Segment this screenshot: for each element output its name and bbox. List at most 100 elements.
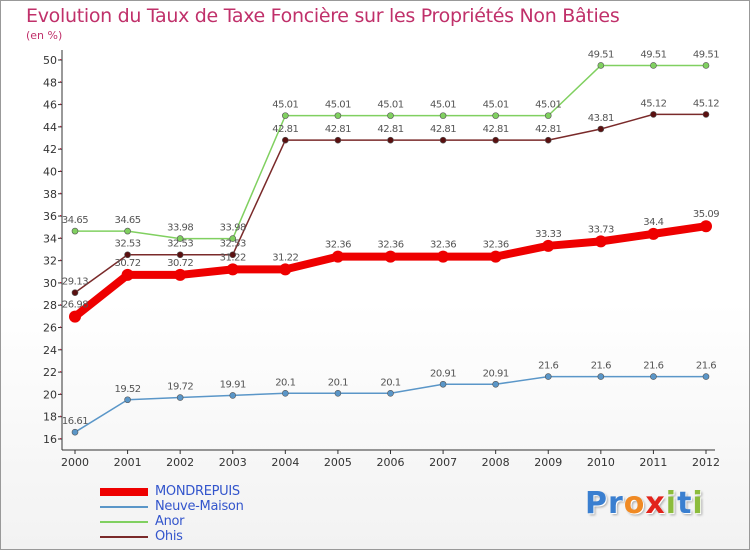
series-point	[647, 227, 660, 240]
data-label: 33.98	[220, 223, 246, 234]
series-point	[229, 392, 237, 399]
data-label: 32.53	[220, 239, 246, 250]
x-tick-label: 2012	[692, 456, 720, 469]
data-label: 19.52	[115, 384, 141, 395]
x-tick-label: 2004	[271, 456, 299, 469]
series-point	[331, 250, 344, 263]
data-label: 33.98	[167, 223, 193, 234]
x-tick-label: 2009	[534, 456, 562, 469]
y-tick-label: 26	[43, 322, 57, 335]
series-point	[439, 136, 447, 144]
data-label: 49.51	[588, 49, 614, 60]
x-tick-label: 2003	[219, 456, 247, 469]
series-point	[597, 62, 605, 69]
data-label: 21.6	[643, 361, 663, 372]
data-label: 49.51	[693, 49, 719, 60]
data-label: 34.65	[62, 215, 88, 226]
data-label: 30.72	[167, 258, 193, 269]
data-label: 32.36	[325, 240, 351, 251]
data-label: 43.81	[588, 113, 614, 124]
series-point	[71, 289, 79, 296]
series-point	[282, 112, 289, 119]
series-point	[334, 136, 342, 144]
data-label: 42.81	[430, 124, 456, 135]
logo-letter: P	[585, 486, 608, 521]
data-label: 20.91	[483, 368, 509, 379]
data-label: 42.81	[325, 124, 351, 135]
data-label: 42.81	[535, 124, 561, 135]
data-label: 42.81	[272, 124, 298, 135]
data-label: 45.01	[272, 100, 298, 111]
legend-label-anor: Anor	[155, 514, 185, 529]
data-label: 45.01	[483, 100, 509, 111]
x-tick-label: 2006	[377, 456, 405, 469]
data-label: 21.6	[538, 361, 558, 372]
series-point	[282, 389, 289, 397]
y-tick-label: 36	[43, 210, 57, 223]
logo-letter: o	[623, 486, 646, 521]
series-point	[176, 251, 184, 259]
y-tick-label: 38	[43, 188, 57, 201]
data-label: 45.01	[430, 100, 456, 111]
chart-title: Evolution du Taux de Taxe Foncière sur l…	[26, 5, 620, 27]
y-tick-label: 16	[43, 433, 57, 446]
legend-swatch-anor	[100, 521, 148, 523]
series-point	[124, 251, 131, 259]
series-point	[439, 380, 447, 388]
series-line-anor	[75, 64, 706, 240]
series-point	[542, 239, 555, 252]
data-label: 21.6	[696, 361, 716, 372]
legend-swatch-ohis	[100, 536, 148, 538]
legend-label-mondrepuis: MONDREPUIS	[155, 484, 240, 499]
series-point	[439, 112, 447, 119]
series-point	[121, 268, 134, 281]
series-point	[597, 373, 605, 380]
series-point	[597, 125, 605, 133]
logo-letter: x	[645, 486, 666, 521]
logo-letter: i	[665, 486, 678, 521]
proxiti-logo: Proxiti	[585, 486, 704, 521]
x-tick-label: 2001	[114, 456, 142, 469]
series-point	[700, 220, 712, 233]
data-label: 20.1	[328, 377, 348, 388]
data-label: 45.01	[377, 100, 403, 111]
series-point	[176, 235, 184, 242]
series-point	[492, 112, 499, 119]
series-point	[702, 373, 710, 380]
y-tick-label: 32	[43, 255, 57, 268]
data-label: 45.01	[325, 100, 351, 111]
series-point	[650, 111, 657, 118]
y-tick-label: 18	[43, 411, 57, 424]
series-point	[702, 62, 710, 69]
logo-letter: r	[608, 486, 624, 521]
data-label: 45.12	[640, 98, 666, 109]
series-point	[279, 263, 292, 276]
y-tick-label: 22	[43, 366, 57, 379]
y-tick-label: 28	[43, 299, 57, 312]
y-tick-label: 34	[43, 232, 57, 245]
x-tick-label: 2011	[639, 456, 667, 469]
data-label: 20.1	[275, 377, 295, 388]
data-label: 32.36	[430, 240, 456, 251]
data-label: 42.81	[483, 124, 509, 135]
series-point	[650, 373, 657, 380]
logo-letter: t	[677, 486, 693, 521]
y-tick-label: 48	[43, 76, 57, 89]
data-label: 20.91	[430, 368, 456, 379]
series-point	[229, 235, 237, 242]
legend-label-ohis: Ohis	[155, 529, 183, 544]
series-point	[226, 263, 239, 276]
y-tick-label: 50	[43, 54, 57, 67]
series-point	[594, 235, 607, 248]
legend-swatch-neuve-maison	[100, 506, 148, 508]
series-point	[650, 62, 657, 69]
series-point	[124, 227, 131, 235]
x-tick-label: 2010	[587, 456, 615, 469]
data-label: 35.09	[693, 209, 719, 220]
x-tick-label: 2005	[324, 456, 352, 469]
series-point	[437, 250, 450, 263]
x-tick-label: 2007	[429, 456, 457, 469]
data-label: 32.53	[115, 239, 141, 250]
data-label: 33.33	[535, 229, 561, 240]
